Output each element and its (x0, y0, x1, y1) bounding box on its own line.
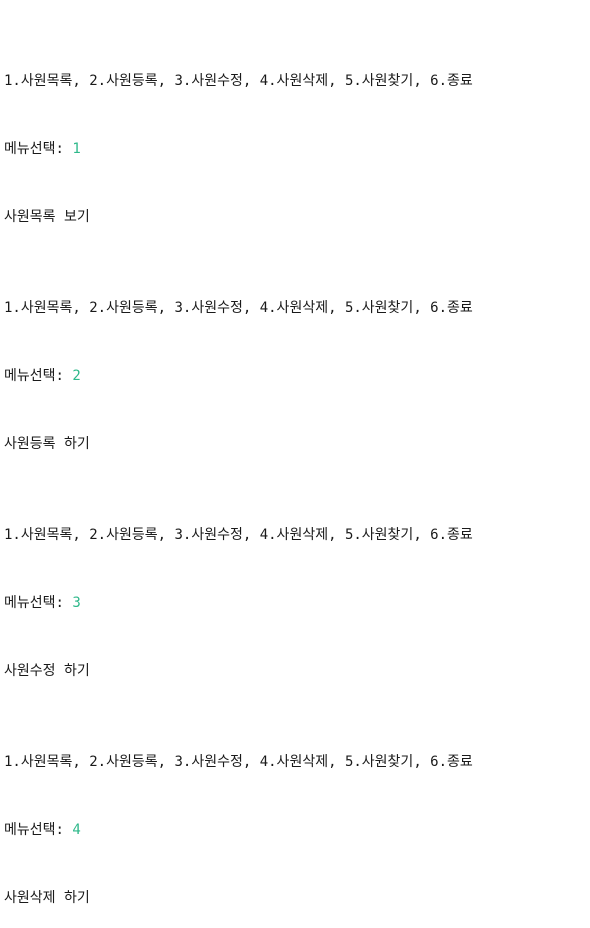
user-input: 2 (72, 368, 81, 385)
prompt-label: 메뉴선택: (4, 595, 73, 612)
prompt-line: 메뉴선택: 3 (4, 592, 590, 615)
prompt-line: 메뉴선택: 1 (4, 138, 590, 161)
output-line: 사원삭제 하기 (4, 890, 90, 907)
prompt-label: 메뉴선택: (4, 822, 73, 839)
user-input: 1 (72, 141, 81, 158)
menu-line: 1.사원목록, 2.사원등록, 3.사원수정, 4.사원삭제, 5.사원찾기, … (4, 527, 473, 544)
prompt-label: 메뉴선택: (4, 368, 73, 385)
output-line: 사원목록 보기 (4, 209, 90, 226)
output-line: 사원등록 하기 (4, 436, 90, 453)
user-input: 3 (72, 595, 81, 612)
output-line: 사원수정 하기 (4, 663, 90, 680)
menu-line: 1.사원목록, 2.사원등록, 3.사원수정, 4.사원삭제, 5.사원찾기, … (4, 754, 473, 771)
prompt-label: 메뉴선택: (4, 141, 73, 158)
prompt-line: 메뉴선택: 4 (4, 819, 590, 842)
menu-line: 1.사원목록, 2.사원등록, 3.사원수정, 4.사원삭제, 5.사원찾기, … (4, 300, 473, 317)
menu-line: 1.사원목록, 2.사원등록, 3.사원수정, 4.사원삭제, 5.사원찾기, … (4, 73, 473, 90)
prompt-line: 메뉴선택: 2 (4, 365, 590, 388)
console-output: 1.사원목록, 2.사원등록, 3.사원수정, 4.사원삭제, 5.사원찾기, … (4, 73, 590, 906)
user-input: 4 (72, 822, 81, 839)
